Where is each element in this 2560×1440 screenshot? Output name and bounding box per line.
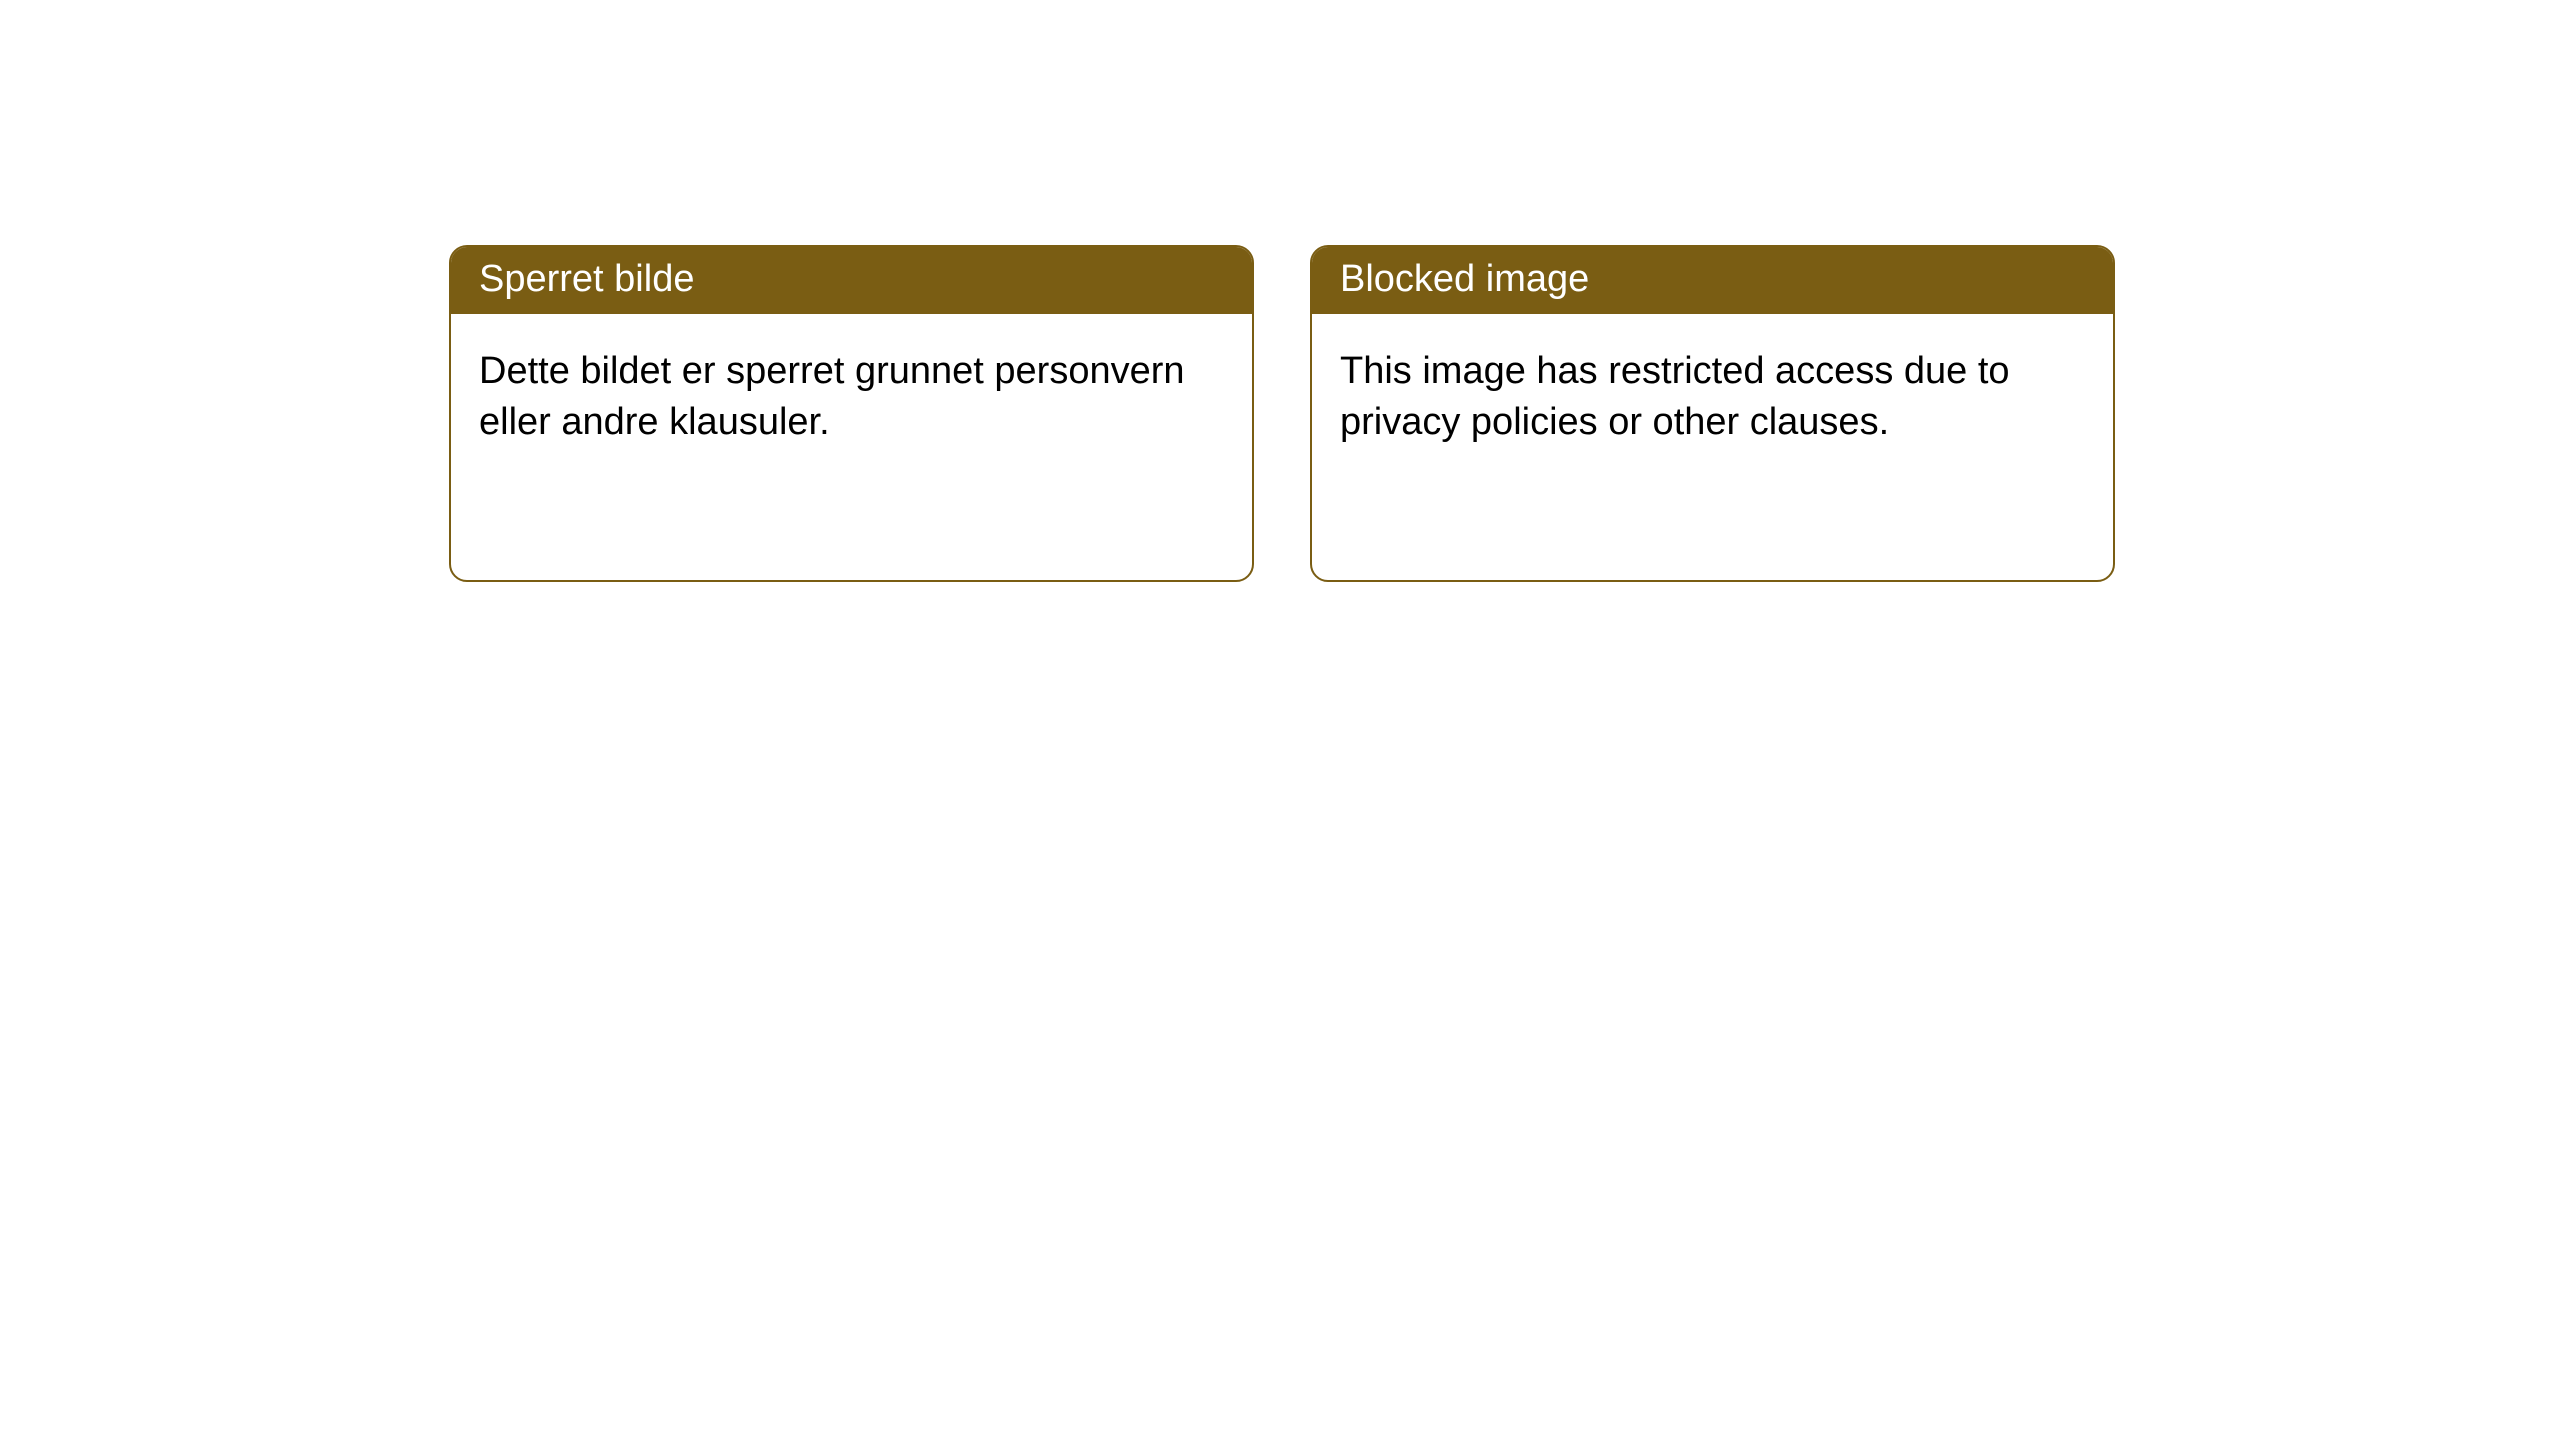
notice-card-norwegian: Sperret bilde Dette bildet er sperret gr…	[449, 245, 1254, 582]
notice-body: This image has restricted access due to …	[1312, 314, 2113, 481]
notice-title: Sperret bilde	[451, 247, 1252, 314]
notice-title: Blocked image	[1312, 247, 2113, 314]
notice-container: Sperret bilde Dette bildet er sperret gr…	[0, 0, 2560, 582]
notice-body: Dette bildet er sperret grunnet personve…	[451, 314, 1252, 481]
notice-card-english: Blocked image This image has restricted …	[1310, 245, 2115, 582]
